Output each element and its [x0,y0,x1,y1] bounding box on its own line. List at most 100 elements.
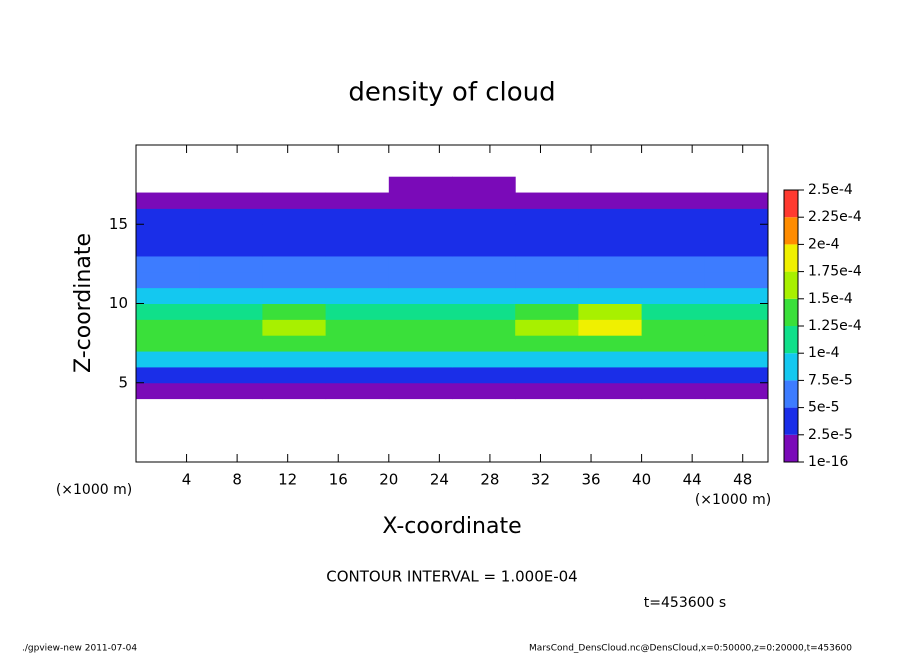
contour-cell [136,271,200,289]
contour-cell [325,319,390,336]
contour-cell [515,303,579,320]
contour-cell [262,271,327,289]
contour-cell [388,192,453,209]
contour-cell [704,271,769,289]
contour-cell [136,319,200,336]
colorbar-band [784,217,798,245]
contour-cell [388,382,453,400]
contour-cell [452,208,516,225]
contour-cell [325,271,390,289]
x-unit: (×1000 m) [695,492,771,508]
contour-cell [388,240,453,257]
contour-cell [388,224,453,241]
contour-cell [136,303,200,320]
contour-cell [388,335,453,352]
contour-cell [199,382,263,400]
contour-cell [578,303,643,320]
colorbar-label: 2.5e-4 [808,182,853,198]
contour-cell [388,287,453,304]
colorbar-label: 5e-5 [808,400,839,416]
contour-cell [136,335,200,352]
contour-cell [136,224,200,241]
contour-cell [578,271,643,289]
contour-cell [199,224,263,241]
contour-cell [262,319,327,336]
x-tick-label: 24 [430,471,449,489]
colorbar-band [784,380,798,408]
colorbar-band [784,326,798,354]
contour-cell [452,319,516,336]
contour-cell [388,351,453,368]
y-tick-label: 15 [109,215,128,233]
contour-cell [325,192,390,209]
contour-cell [136,192,200,209]
contour-cell [199,255,263,273]
colorbar-label: 2e-4 [808,236,840,252]
contour-cell [388,255,453,273]
contour-cell [704,303,769,320]
contour-cell [325,351,390,368]
contour-cell [199,271,263,289]
contour-cell [704,351,769,368]
contour-cell [199,303,263,320]
contour-cell [704,335,769,352]
x-tick-label: 40 [632,471,651,489]
contour-cell [325,382,390,400]
contour-cell [704,255,769,273]
contour-cell [704,192,769,209]
y-tick-label: 10 [109,294,128,312]
colorbar-label: 2.25e-4 [808,209,862,225]
contour-cell [199,240,263,257]
contour-cell [515,319,579,336]
contour-cell [704,240,769,257]
contour-cell [325,303,390,320]
footer-left: ./gpview-new 2011-07-04 [22,644,137,654]
contour-cell [641,192,706,209]
contour-cell [136,240,200,257]
contour-cell [578,319,643,336]
contour-cell [641,287,706,304]
contour-cell [578,255,643,273]
contour-cell [262,224,327,241]
x-tick-label: 28 [480,471,499,489]
contour-cell [578,366,643,384]
contour-cell [325,255,390,273]
contour-cell [452,351,516,368]
x-tick-label: 4 [182,471,192,489]
contour-cell [578,240,643,257]
contour-cell [452,303,516,320]
contour-cell [199,319,263,336]
contour-cell [325,240,390,257]
contour-cell [136,366,200,384]
colorbar-label: 1e-4 [808,345,840,361]
contour-cell [262,335,327,352]
contour-cell [704,208,769,225]
contour-cell [262,240,327,257]
contour-cell [325,335,390,352]
contour-cell [641,224,706,241]
contour-cell [388,271,453,289]
contour-cell [515,192,579,209]
colorbar-band [784,353,798,381]
colorbar-band [784,298,798,326]
contour-cell [515,335,579,352]
contour-cell [136,382,200,400]
contour-cell [641,382,706,400]
contour-cell [641,240,706,257]
contour-cell [641,303,706,320]
contour-cell [515,271,579,289]
contour-cell [704,319,769,336]
contour-cell [704,382,769,400]
x-axis-label: X-coordinate [382,514,521,539]
contour-cell [199,366,263,384]
contour-cell [262,287,327,304]
colorbar-label: 1e-16 [808,454,848,470]
contour-cell [641,271,706,289]
contour-cell [199,192,263,209]
contour-cell [136,208,200,225]
contour-cell [262,303,327,320]
x-tick-label: 16 [329,471,348,489]
contour-cell [578,335,643,352]
time-label: t=453600 s [644,595,726,611]
